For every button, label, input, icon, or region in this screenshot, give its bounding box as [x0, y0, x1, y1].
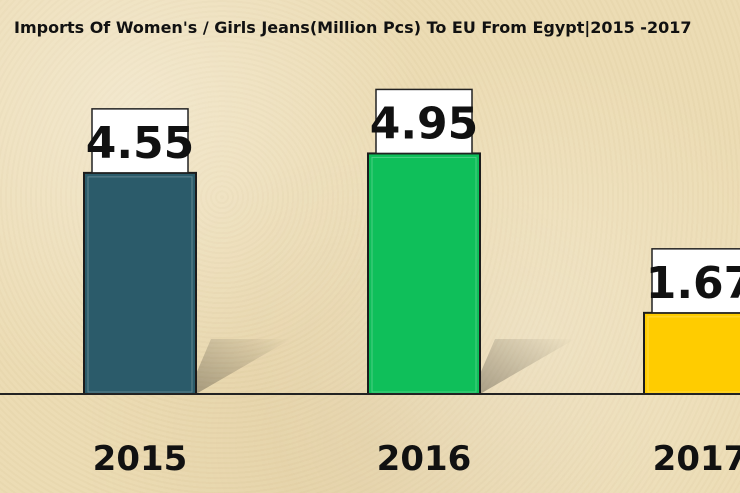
bar-inner-edge — [647, 316, 740, 393]
data-label-box — [651, 248, 740, 314]
x-tick-labels: 2015 2016 2017 — [93, 439, 740, 479]
bar-inner-edge — [371, 156, 477, 393]
chart-title: Imports Of Women's / Girls Jeans(Million… — [14, 18, 692, 37]
x-tick-label: 2016 — [377, 439, 472, 479]
bar-shadow — [196, 339, 291, 394]
bar-shadow — [480, 339, 575, 394]
data-label: 4.55 — [86, 118, 195, 169]
data-label-box — [91, 108, 189, 174]
bar-2015 — [83, 171, 197, 395]
bar-inner-edge — [87, 176, 193, 393]
data-label: 4.95 — [370, 98, 479, 149]
x-tick-label: 2017 — [653, 439, 740, 479]
bar-2016 — [367, 152, 481, 395]
bar-shadows — [196, 339, 575, 394]
bars — [83, 152, 740, 396]
bar-2017 — [643, 311, 740, 396]
data-label: 1.67 — [646, 258, 740, 309]
data-label-box — [375, 88, 473, 155]
data-labels: 4.55 4.95 1.67 — [86, 88, 740, 314]
x-tick-label: 2015 — [93, 439, 188, 479]
